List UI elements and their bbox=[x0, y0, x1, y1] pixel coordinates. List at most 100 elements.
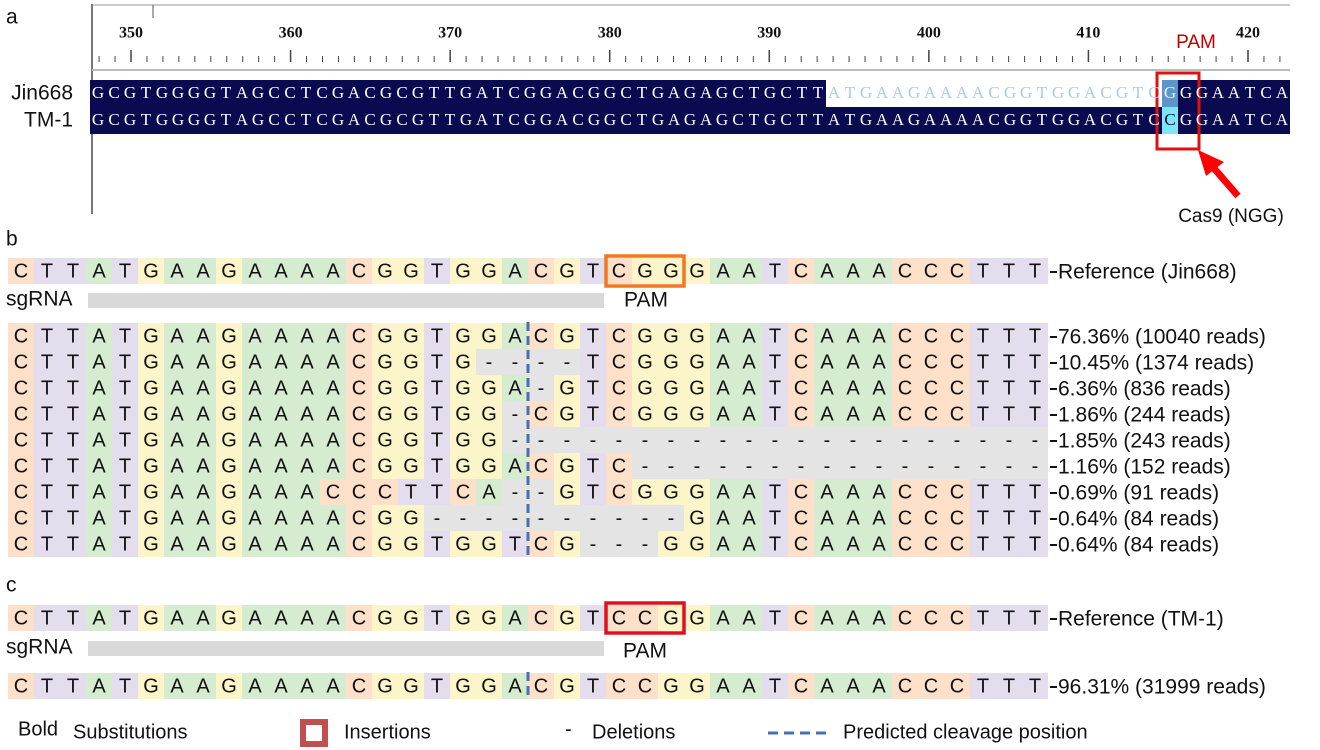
base-cell bbox=[866, 258, 892, 284]
base-cell bbox=[684, 673, 710, 699]
alignment-row bbox=[8, 605, 1048, 631]
base-cell bbox=[554, 375, 580, 401]
base-cell bbox=[242, 349, 268, 375]
base-cell bbox=[892, 427, 918, 453]
base-cell bbox=[918, 605, 944, 631]
base-cell bbox=[346, 349, 372, 375]
base-cell bbox=[528, 531, 554, 557]
base-cell bbox=[164, 401, 190, 427]
base-cell bbox=[8, 505, 34, 531]
sgrna-label: sgRNA bbox=[6, 636, 73, 659]
base-cell bbox=[1022, 531, 1048, 557]
base-cell bbox=[112, 453, 138, 479]
base-cell bbox=[970, 375, 996, 401]
base-cell bbox=[814, 427, 840, 453]
base-cell bbox=[424, 375, 450, 401]
base-cell bbox=[216, 453, 242, 479]
base-cell bbox=[996, 479, 1022, 505]
base-cell bbox=[476, 605, 502, 631]
base-cell bbox=[320, 531, 346, 557]
base-cell bbox=[1022, 401, 1048, 427]
base-cell bbox=[736, 375, 762, 401]
base-cell bbox=[34, 505, 60, 531]
legend-bold: Bold bbox=[18, 718, 58, 740]
base-cell bbox=[580, 673, 606, 699]
base-cell bbox=[164, 323, 190, 349]
base-cell bbox=[164, 673, 190, 699]
base-cell bbox=[502, 673, 528, 699]
base-cell bbox=[970, 427, 996, 453]
base-cell bbox=[684, 401, 710, 427]
read-label: 1.16% (152 reads) bbox=[1058, 456, 1231, 479]
base-cell bbox=[34, 375, 60, 401]
base-cell bbox=[190, 531, 216, 557]
base-cell bbox=[398, 375, 424, 401]
base-cell bbox=[346, 531, 372, 557]
base-cell bbox=[632, 323, 658, 349]
base-cell bbox=[762, 401, 788, 427]
base-cell bbox=[502, 505, 528, 531]
base-cell bbox=[918, 531, 944, 557]
base-cell bbox=[398, 605, 424, 631]
base-cell bbox=[736, 401, 762, 427]
base-cell bbox=[242, 505, 268, 531]
sgrna-bar bbox=[88, 641, 604, 656]
base-cell bbox=[892, 453, 918, 479]
base-cell bbox=[476, 453, 502, 479]
base-cell bbox=[294, 375, 320, 401]
base-cell bbox=[580, 401, 606, 427]
base-cell bbox=[372, 673, 398, 699]
base-cell bbox=[554, 605, 580, 631]
base-cell bbox=[684, 531, 710, 557]
base-cell bbox=[60, 505, 86, 531]
pam-label: PAM bbox=[624, 289, 668, 312]
base-cell bbox=[632, 375, 658, 401]
base-cell bbox=[164, 427, 190, 453]
base-cell bbox=[450, 258, 476, 284]
base-cell bbox=[944, 349, 970, 375]
pam-box bbox=[1155, 71, 1201, 151]
base-cell bbox=[372, 427, 398, 453]
base-cell bbox=[996, 258, 1022, 284]
sequence: GCGTGGGGTAGCCTCGACGCGTTGATCGGACGGCTGAGAG… bbox=[92, 110, 1289, 129]
base-cell bbox=[632, 401, 658, 427]
base-cell bbox=[918, 258, 944, 284]
base-cell bbox=[8, 453, 34, 479]
base-cell bbox=[762, 258, 788, 284]
base-cell bbox=[632, 605, 658, 631]
base-cell bbox=[918, 427, 944, 453]
base-cell bbox=[372, 531, 398, 557]
base-cell bbox=[840, 673, 866, 699]
base-cell bbox=[788, 605, 814, 631]
base-cell bbox=[138, 349, 164, 375]
base-cell bbox=[814, 375, 840, 401]
base-cell bbox=[372, 323, 398, 349]
base-cell bbox=[34, 401, 60, 427]
base-cell bbox=[788, 323, 814, 349]
base-cell bbox=[918, 505, 944, 531]
base-cell bbox=[190, 375, 216, 401]
base-cell bbox=[1022, 349, 1048, 375]
base-cell bbox=[86, 323, 112, 349]
base-cell bbox=[138, 323, 164, 349]
base-cell bbox=[710, 453, 736, 479]
base-cell bbox=[450, 401, 476, 427]
base-cell bbox=[736, 531, 762, 557]
base-cell bbox=[658, 453, 684, 479]
base-cell bbox=[138, 531, 164, 557]
base-cell bbox=[684, 605, 710, 631]
base-cell bbox=[398, 349, 424, 375]
base-cell bbox=[996, 505, 1022, 531]
base-cell bbox=[242, 375, 268, 401]
base-cell bbox=[320, 323, 346, 349]
base-cell bbox=[1022, 505, 1048, 531]
base-cell bbox=[476, 323, 502, 349]
base-cell bbox=[580, 427, 606, 453]
base-cell bbox=[840, 258, 866, 284]
base-cell bbox=[632, 505, 658, 531]
base-cell bbox=[424, 258, 450, 284]
base-cell bbox=[788, 531, 814, 557]
base-cell bbox=[840, 427, 866, 453]
base-cell bbox=[892, 349, 918, 375]
base-cell bbox=[684, 427, 710, 453]
